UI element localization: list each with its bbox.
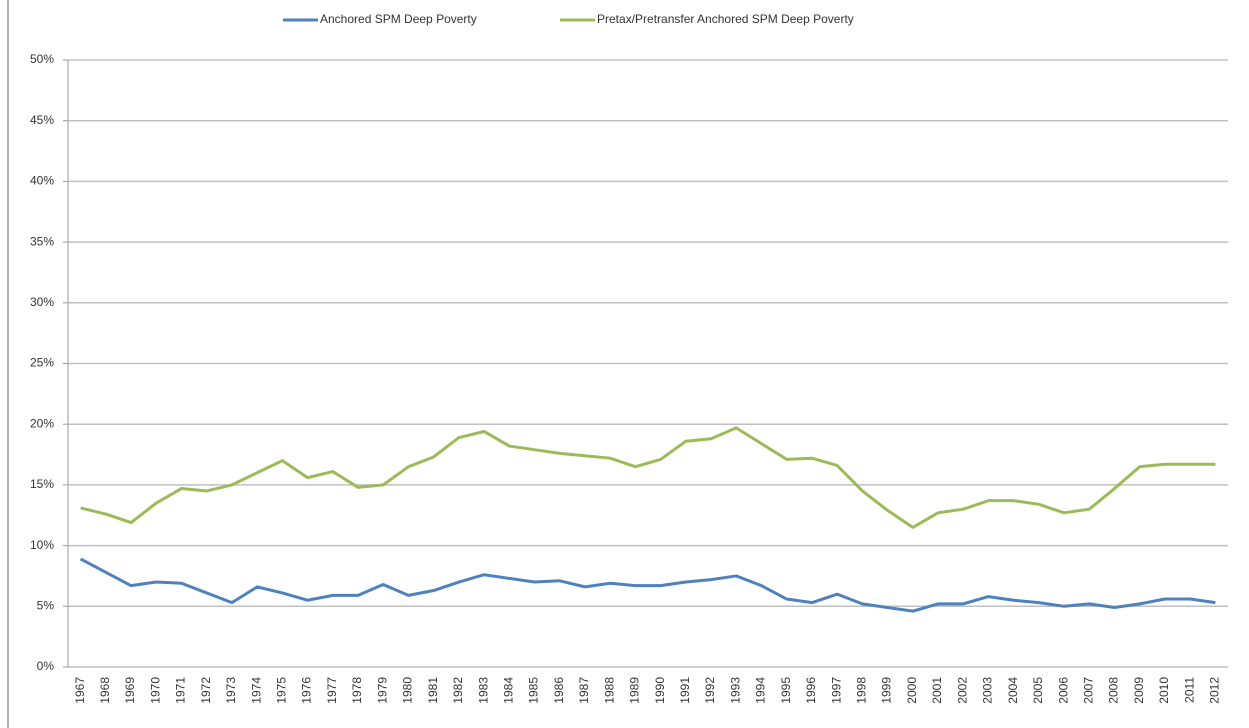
- y-tick-label: 35%: [30, 234, 54, 248]
- x-tick-label: 2005: [1031, 677, 1045, 704]
- x-tick-label: 2006: [1056, 677, 1070, 704]
- x-tick-label: 1999: [880, 677, 894, 704]
- x-tick-label: 1992: [703, 677, 717, 704]
- x-tick-label: 1982: [451, 677, 465, 704]
- x-tick-label: 1995: [779, 677, 793, 704]
- y-tick-label: 15%: [30, 477, 54, 491]
- x-tick-label: 1970: [148, 677, 162, 704]
- x-tick-label: 2009: [1132, 677, 1146, 704]
- y-tick-label: 20%: [30, 416, 54, 430]
- x-tick-label: 2008: [1107, 677, 1121, 704]
- x-tick-label: 1987: [577, 677, 591, 704]
- x-tick-label: 1997: [829, 677, 843, 704]
- x-tick-label: 1968: [98, 677, 112, 704]
- x-tick-label: 1996: [804, 677, 818, 704]
- y-tick-label: 25%: [30, 356, 54, 370]
- y-tick-label: 40%: [30, 174, 54, 188]
- series-line: [79, 557, 1216, 613]
- x-tick-label: 1971: [174, 677, 188, 704]
- x-tick-label: 1984: [501, 677, 515, 704]
- x-tick-label: 1979: [375, 677, 389, 704]
- x-tick-label: 2002: [955, 677, 969, 704]
- x-tick-label: 1989: [628, 677, 642, 704]
- x-tick-label: 1975: [275, 677, 289, 704]
- x-tick-label: 1994: [754, 677, 768, 704]
- x-tick-label: 2007: [1081, 677, 1095, 704]
- x-tick-label: 1978: [350, 677, 364, 704]
- legend-label: Pretax/Pretransfer Anchored SPM Deep Pov…: [597, 12, 854, 26]
- x-tick-label: 2003: [981, 677, 995, 704]
- x-tick-label: 1981: [426, 677, 440, 704]
- x-tick-label: 2012: [1208, 677, 1222, 704]
- x-tick-label: 2011: [1182, 677, 1196, 703]
- series-line: [80, 426, 1216, 529]
- x-tick-label: 1967: [73, 677, 87, 704]
- x-tick-label: 2004: [1006, 677, 1020, 704]
- x-tick-label: 1990: [653, 677, 667, 704]
- y-tick-label: 5%: [37, 598, 55, 612]
- y-tick-label: 10%: [30, 538, 54, 552]
- x-tick-label: 1985: [527, 677, 541, 704]
- x-tick-label: 1977: [325, 677, 339, 704]
- x-tick-label: 1972: [199, 677, 213, 704]
- x-tick-label: 1998: [855, 677, 869, 704]
- x-tick-label: 1983: [476, 677, 490, 704]
- y-tick-label: 30%: [30, 295, 54, 309]
- x-tick-label: 1974: [249, 677, 263, 704]
- x-tick-label: 1969: [123, 677, 137, 704]
- y-tick-label: 45%: [30, 113, 54, 127]
- y-tick-label: 50%: [30, 52, 54, 66]
- x-tick-label: 2010: [1157, 677, 1171, 704]
- legend-label: Anchored SPM Deep Poverty: [320, 12, 477, 26]
- x-tick-label: 1991: [678, 677, 692, 704]
- x-tick-label: 1988: [602, 677, 616, 704]
- x-tick-label: 1973: [224, 677, 238, 704]
- x-tick-label: 1980: [401, 677, 415, 704]
- x-tick-label: 2001: [930, 677, 944, 704]
- y-tick-label: 0%: [37, 659, 55, 673]
- x-tick-label: 1993: [728, 677, 742, 704]
- x-tick-label: 1986: [552, 677, 566, 704]
- x-tick-label: 1976: [300, 677, 314, 704]
- x-tick-label: 2000: [905, 677, 919, 704]
